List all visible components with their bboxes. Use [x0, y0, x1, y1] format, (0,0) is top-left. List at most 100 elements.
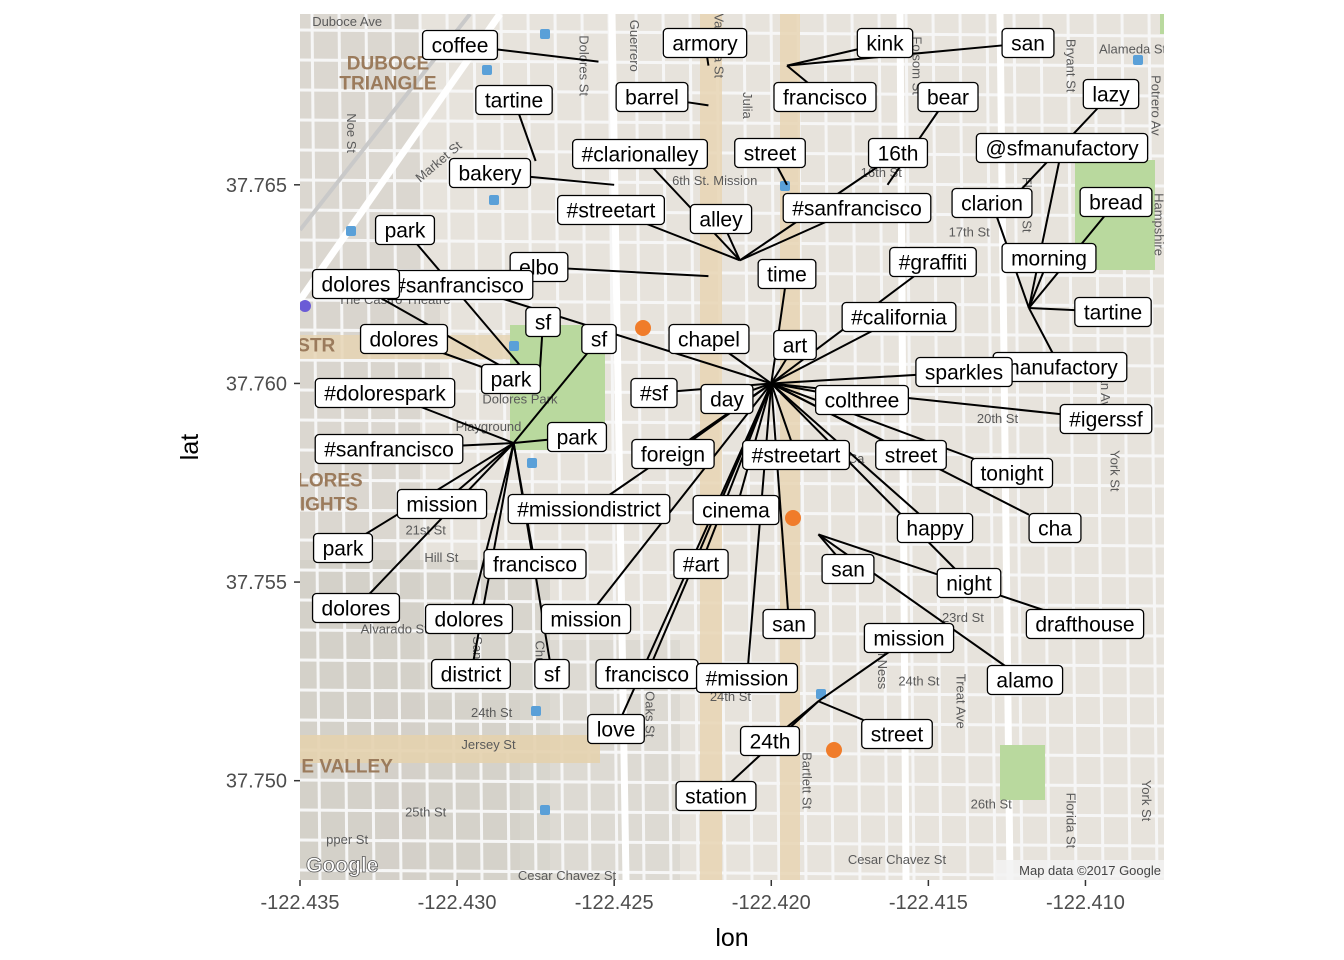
- word-label-box: [311, 268, 401, 300]
- word-label: francisco: [595, 658, 699, 690]
- label-connector: [706, 56, 710, 66]
- word-label-text: street: [871, 724, 924, 747]
- word-label-text: alley: [699, 209, 743, 232]
- map-street-label: Potrero Av: [1148, 75, 1163, 136]
- word-label-text: sf: [544, 664, 561, 687]
- map-attribution-bg: [995, 860, 1164, 880]
- word-label-box: [675, 780, 757, 812]
- word-label: #sanfrancisco: [782, 192, 932, 224]
- word-label: #graffiti: [889, 246, 977, 278]
- word-label: #clarionalley: [571, 138, 709, 170]
- word-label: park: [374, 214, 436, 246]
- word-label-text: #art: [683, 554, 719, 577]
- label-connector: [817, 651, 890, 703]
- word-label-text: love: [597, 719, 636, 742]
- word-label: sf: [581, 323, 617, 355]
- word-label-text: mission: [873, 628, 944, 651]
- word-label: love: [587, 713, 645, 745]
- word-label: #mission: [695, 662, 799, 694]
- label-connector: [596, 382, 773, 606]
- word-label-box: [534, 658, 570, 690]
- map-street-label: 6th St. Mission: [672, 173, 757, 188]
- map-street-label: Alameda St: [1099, 42, 1167, 57]
- word-label-box: [1082, 78, 1140, 110]
- word-label-text: san: [1011, 33, 1045, 56]
- map-transit-icon: [482, 65, 492, 75]
- map-transit-icon: [780, 181, 790, 191]
- word-label: park: [312, 532, 374, 564]
- axes: -122.435 -122.430 -122.425 -122.420 -122.415…: [226, 175, 1125, 914]
- word-label: day: [700, 383, 754, 415]
- word-label-text: armory: [672, 33, 738, 56]
- label-connector: [786, 48, 858, 67]
- word-label: drafthouse: [1025, 608, 1145, 640]
- word-label: kink: [856, 27, 914, 59]
- x-tick-label: -122.425: [575, 892, 654, 914]
- word-label: #igerssf: [1059, 403, 1153, 435]
- word-label: dolores: [311, 592, 401, 624]
- map-park: [1160, 14, 1164, 34]
- word-label-box: [587, 713, 645, 745]
- map-street-label: 17th St: [949, 224, 991, 239]
- word-label-text: station: [685, 786, 747, 809]
- word-label-text: #clarionalley: [582, 144, 699, 167]
- word-label-box: [396, 488, 488, 520]
- word-label-text: colthree: [825, 390, 900, 413]
- word-label: mission: [396, 488, 488, 520]
- label-connector: [770, 358, 788, 384]
- word-label-text: mission: [550, 609, 621, 632]
- word-label: street: [734, 137, 806, 169]
- word-label: coffee: [421, 29, 499, 61]
- y-tick-label: 37.765: [226, 175, 287, 197]
- map-street: [1147, 14, 1159, 880]
- word-label-text: dolores: [435, 609, 504, 632]
- map-street-label: E VALLEY: [301, 757, 393, 778]
- map-corridor: [300, 735, 600, 763]
- map-street-label: HEIGHTS: [273, 495, 357, 516]
- map-transit-icon: [346, 226, 356, 236]
- label-connector: [786, 64, 809, 84]
- word-label-box: [630, 377, 678, 409]
- word-label-text: park: [385, 220, 426, 243]
- word-label-text: #california: [851, 307, 947, 330]
- word-label: sf: [534, 658, 570, 690]
- word-label-box: [374, 214, 436, 246]
- word-label-box: [312, 532, 374, 564]
- word-label: bread: [1079, 186, 1153, 218]
- word-label-box: [814, 384, 910, 416]
- word-label-text: alamo: [996, 670, 1053, 693]
- map-street-label: Hill St: [424, 550, 458, 565]
- map-hillshade: [380, 700, 520, 880]
- word-label-text: kink: [866, 33, 904, 56]
- word-label-box: [631, 438, 715, 470]
- map-transit-icon: [527, 458, 537, 468]
- word-label-box: [525, 306, 561, 338]
- label-connector: [817, 533, 837, 556]
- map-street: [300, 118, 1164, 128]
- y-axis-title: lat: [176, 434, 204, 460]
- label-connector: [1028, 306, 1075, 312]
- word-label-text: #dolorespark: [324, 383, 446, 406]
- word-label-text: manufactory: [1002, 357, 1118, 380]
- map-street-label: TRIANGLE: [339, 73, 436, 94]
- map-street-label: Folsom St: [910, 36, 925, 95]
- label-connector: [770, 330, 873, 385]
- word-label-box: [782, 192, 932, 224]
- word-label-box: [668, 323, 750, 355]
- x-axis-title: lon: [715, 924, 748, 952]
- label-connector: [770, 383, 789, 611]
- map-street: [300, 718, 1164, 728]
- word-label-text: #igerssf: [1069, 409, 1143, 432]
- word-label-box: [314, 377, 456, 409]
- word-label: district: [431, 658, 511, 690]
- label-connector: [1027, 161, 1061, 309]
- word-label: 24th: [739, 725, 801, 757]
- word-label-text: sf: [535, 312, 552, 335]
- x-tick-label: -122.435: [261, 892, 340, 914]
- word-label-box: [689, 203, 753, 235]
- word-label-box: [507, 493, 671, 525]
- word-label-text: #sanfrancisco: [792, 198, 922, 221]
- word-label: foreign: [631, 438, 715, 470]
- word-label-text: day: [710, 389, 744, 412]
- y-tick-label: 37.750: [226, 771, 287, 793]
